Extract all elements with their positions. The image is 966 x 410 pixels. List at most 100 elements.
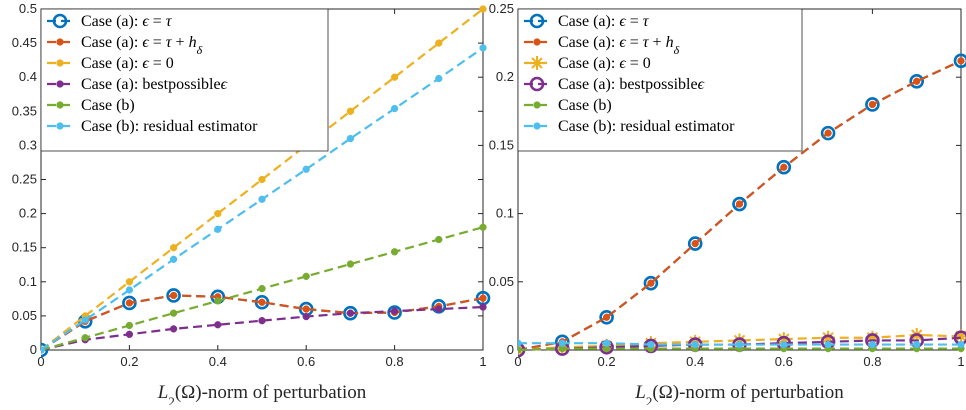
data-point-series-1: [41, 342, 49, 358]
data-point-series-6: [647, 340, 655, 349]
y-tick-label: 0.2: [496, 69, 514, 84]
data-point-series-3: [390, 73, 399, 81]
data-point-series-2: [125, 299, 134, 307]
data-point-series-6: [258, 195, 266, 203]
left-chart-panel: 0 0.2 0.4 0.6 0.8 1 0 0.05 0.1 0.15 0.2 0.25 0.3 0.35…: [12, 1, 491, 409]
data-point-series-3: [776, 332, 791, 347]
data-point-series-3: [479, 5, 487, 13]
data-point-series-2: [258, 298, 266, 306]
data-point-series-6: [302, 165, 310, 173]
data-point-series-3: [435, 39, 443, 47]
data-point-series-3: [821, 330, 836, 345]
data-point-series-5: [125, 321, 134, 330]
legend-marker: [529, 76, 545, 92]
data-point-series-3: [125, 278, 134, 286]
data-point-series-6: [435, 74, 443, 83]
legend-entry-label: Case (a): ϵ = 0: [558, 55, 651, 72]
data-point-series-6: [390, 104, 399, 113]
data-point-series-5: [169, 309, 178, 317]
data-point-series-1: [687, 236, 703, 251]
x-tick-label: 1: [479, 354, 486, 369]
x-tick-label: 0.4: [209, 354, 227, 369]
data-point-series-2: [780, 163, 788, 171]
legend-marker: [56, 122, 64, 130]
data-point-series-1: [776, 159, 792, 175]
legend-entry-label: Case (b): [81, 97, 135, 114]
y-tick-label: 0.3: [19, 137, 37, 152]
legend-box: [517, 8, 803, 152]
data-point-series-1: [865, 97, 880, 112]
series-line-3: [41, 8, 484, 351]
data-point-series-4: [346, 309, 355, 317]
series-line-3: [518, 333, 962, 352]
data-point-series-4: [214, 321, 222, 329]
data-point-series-6: [214, 225, 222, 233]
data-point-series-5: [518, 346, 522, 354]
data-point-series-6: [602, 339, 611, 347]
data-point-series-5: [390, 248, 399, 256]
data-point-series-6: [957, 340, 965, 349]
legend-entry-label: Case (b): residual estimator: [558, 118, 735, 135]
data-point-series-4: [169, 325, 178, 333]
data-point-series-5: [435, 235, 443, 244]
legend-marker: [56, 38, 64, 46]
data-point-series-2: [868, 100, 877, 109]
data-point-series-3: [214, 209, 222, 218]
data-point-series-1: [643, 275, 659, 291]
legend-entry-label: Case (a): bestpossibleϵ: [558, 76, 705, 93]
data-point-series-4: [479, 303, 487, 311]
legend-entry-label: Case (a): bestpossibleϵ: [81, 76, 228, 93]
y-tick-label: 0.1: [496, 206, 514, 221]
data-point-series-6: [913, 340, 921, 349]
y-tick-label: 0.35: [12, 103, 37, 118]
legend-entry-label: Case (a): ϵ = τ: [81, 13, 173, 30]
data-point-series-6: [824, 340, 832, 349]
y-tick-label: 0.1: [19, 274, 37, 289]
data-point-series-5: [258, 284, 266, 293]
data-point-series-6: [558, 339, 566, 347]
data-point-series-1: [909, 73, 925, 89]
y-tick-label: 0: [30, 342, 37, 357]
data-point-series-6: [868, 340, 877, 349]
legend-marker: [56, 59, 64, 67]
data-point-series-3: [258, 175, 266, 184]
legend-marker: [56, 80, 64, 88]
series-line-5: [518, 347, 961, 352]
y-tick-label: 0.4: [19, 69, 37, 84]
x-tick-label: 0.8: [386, 354, 404, 369]
legend-entry-label: Case (a): ϵ = 0: [81, 55, 174, 72]
data-point-series-5: [214, 297, 222, 305]
legend-entry-label: Case (a): ϵ = τ + hδ: [81, 34, 203, 57]
data-point-series-6: [518, 339, 522, 347]
data-point-series-2: [691, 239, 699, 248]
data-point-series-6: [780, 340, 788, 349]
data-point-series-5: [346, 260, 355, 268]
data-point-series-2: [169, 291, 178, 300]
data-point-series-5: [479, 223, 487, 231]
x-tick-label: 0.6: [297, 354, 315, 369]
x-tick-label: 0.8: [863, 354, 881, 369]
data-point-series-3: [732, 333, 747, 348]
data-point-series-2: [913, 77, 921, 85]
data-point-series-6: [169, 255, 178, 263]
data-point-series-4: [258, 317, 266, 325]
data-point-series-4: [390, 307, 399, 315]
legend-marker: [52, 13, 68, 29]
data-point-series-3: [169, 244, 178, 252]
data-point-series-1: [732, 196, 747, 212]
data-point-series-2: [602, 313, 611, 321]
data-point-series-6: [346, 134, 355, 143]
legend-entry-label: Case (b): residual estimator: [81, 118, 258, 135]
y-tick-label: 0.25: [489, 1, 514, 16]
data-point-series-4: [435, 305, 443, 313]
x-tick-label: 0: [37, 354, 44, 369]
data-point-series-2: [957, 57, 965, 65]
data-point-series-2: [735, 200, 744, 208]
legend-marker: [529, 13, 545, 29]
x-tick-label: 0.6: [775, 354, 793, 369]
data-point-series-2: [302, 305, 310, 313]
data-point-series-5: [302, 272, 310, 280]
data-point-series-6: [691, 340, 699, 349]
data-point-series-6: [41, 346, 45, 354]
legend-marker: [533, 122, 541, 130]
